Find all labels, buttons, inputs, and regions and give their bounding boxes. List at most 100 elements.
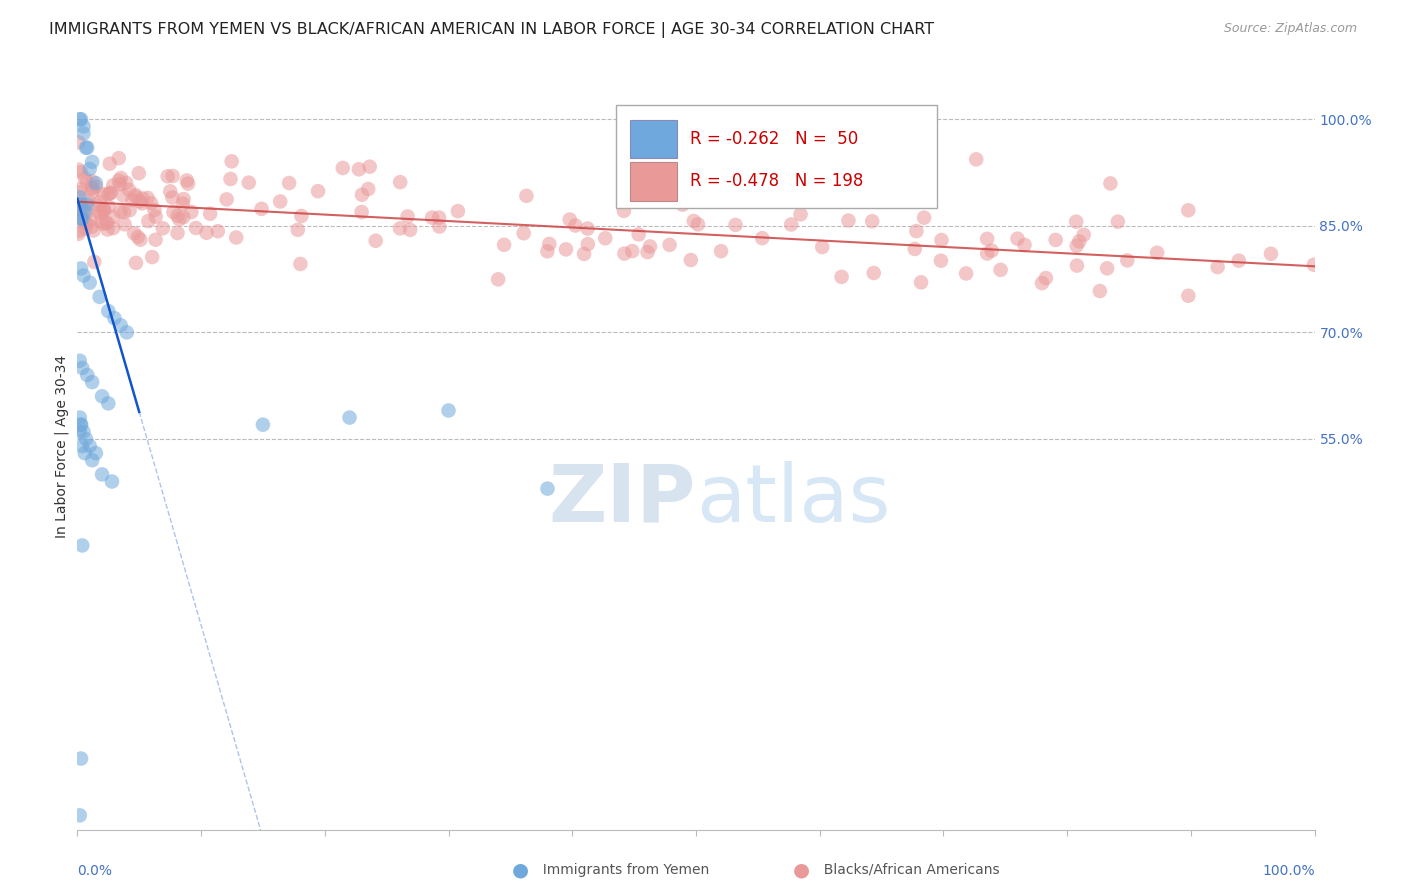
- Point: [862, 266, 884, 280]
- Point: [572, 247, 595, 261]
- Point: [789, 191, 811, 205]
- Point: [564, 219, 586, 233]
- Point: [207, 224, 229, 238]
- Point: [69, 203, 91, 218]
- Point: [420, 211, 443, 225]
- Point: [97, 396, 120, 410]
- Point: [84, 176, 107, 190]
- Point: [70, 165, 93, 179]
- Point: [72, 211, 94, 226]
- Point: [724, 218, 747, 232]
- Point: [1303, 258, 1326, 272]
- Point: [91, 217, 114, 231]
- Point: [67, 227, 90, 241]
- Point: [80, 219, 103, 234]
- Text: ●: ●: [793, 860, 810, 880]
- Point: [515, 189, 537, 203]
- Point: [638, 239, 661, 253]
- Point: [69, 182, 91, 196]
- Point: [180, 205, 202, 219]
- Point: [1031, 276, 1053, 290]
- Point: [290, 209, 312, 223]
- Point: [396, 210, 419, 224]
- Point: [1066, 259, 1088, 273]
- FancyBboxPatch shape: [630, 162, 678, 201]
- Point: [73, 171, 96, 186]
- Point: [162, 190, 184, 204]
- Point: [1088, 284, 1111, 298]
- Point: [1007, 232, 1029, 246]
- Point: [219, 172, 242, 186]
- Point: [1206, 260, 1229, 274]
- Point: [69, 112, 91, 127]
- Point: [103, 311, 125, 326]
- Point: [70, 751, 93, 765]
- Point: [79, 276, 101, 290]
- Point: [252, 417, 274, 432]
- Point: [121, 193, 143, 207]
- Point: [429, 219, 451, 234]
- Point: [129, 233, 152, 247]
- Point: [613, 246, 636, 260]
- Point: [145, 233, 167, 247]
- Point: [1035, 271, 1057, 285]
- Point: [555, 243, 578, 257]
- Text: atlas: atlas: [696, 460, 890, 539]
- Point: [72, 204, 94, 219]
- Point: [115, 176, 138, 190]
- Point: [162, 169, 184, 183]
- Y-axis label: In Labor Force | Age 30-34: In Labor Force | Age 30-34: [55, 354, 69, 538]
- Point: [69, 410, 91, 425]
- Point: [679, 253, 702, 268]
- Point: [359, 160, 381, 174]
- Point: [307, 184, 329, 198]
- Point: [350, 205, 373, 219]
- Point: [101, 475, 124, 489]
- Point: [93, 202, 115, 217]
- Text: 0.0%: 0.0%: [77, 864, 112, 878]
- Point: [1107, 214, 1129, 228]
- Text: Source: ZipAtlas.com: Source: ZipAtlas.com: [1223, 22, 1357, 36]
- Point: [79, 161, 101, 176]
- Point: [128, 194, 150, 209]
- Point: [67, 136, 90, 150]
- Point: [82, 181, 104, 195]
- Point: [70, 210, 93, 224]
- Point: [125, 190, 148, 204]
- Point: [93, 187, 115, 202]
- Point: [931, 233, 953, 247]
- Point: [110, 318, 132, 333]
- Point: [122, 227, 145, 241]
- Point: [1116, 253, 1139, 268]
- Point: [87, 205, 110, 219]
- Point: [82, 375, 104, 389]
- Point: [162, 205, 184, 219]
- Point: [79, 439, 101, 453]
- Point: [195, 226, 218, 240]
- Point: [96, 222, 118, 236]
- Point: [70, 417, 93, 432]
- Point: [976, 246, 998, 260]
- Point: [72, 425, 94, 439]
- Text: 100.0%: 100.0%: [1263, 864, 1315, 878]
- Point: [83, 255, 105, 269]
- Point: [269, 194, 291, 209]
- Point: [278, 176, 301, 190]
- Point: [250, 202, 273, 216]
- Point: [929, 253, 952, 268]
- Point: [72, 268, 94, 283]
- Point: [1260, 246, 1282, 260]
- Point: [1146, 245, 1168, 260]
- Point: [789, 207, 811, 221]
- Point: [76, 175, 98, 189]
- Point: [91, 389, 114, 403]
- Point: [80, 181, 103, 195]
- Point: [710, 244, 733, 259]
- Point: [536, 244, 558, 259]
- Point: [1227, 253, 1250, 268]
- Point: [96, 216, 118, 230]
- Point: [103, 221, 125, 235]
- Point: [1177, 289, 1199, 303]
- Point: [101, 210, 124, 224]
- Point: [82, 154, 104, 169]
